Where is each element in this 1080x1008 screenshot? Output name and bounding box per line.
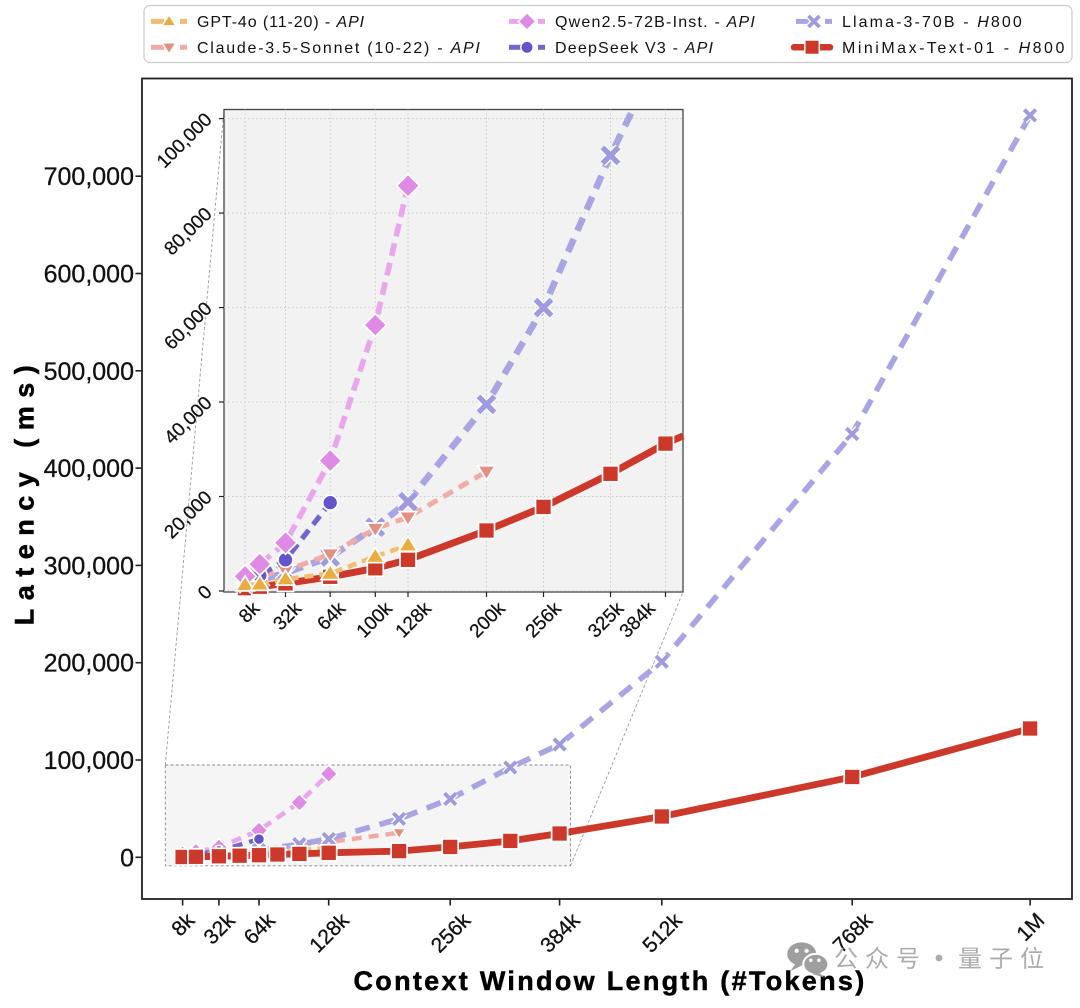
svg-text:Llama-3-70B - H800: Llama-3-70B - H800 bbox=[842, 14, 1024, 31]
svg-text:0: 0 bbox=[120, 844, 134, 872]
svg-text:100,000: 100,000 bbox=[44, 747, 134, 775]
svg-text:Qwen2.5-72B-Inst. - API: Qwen2.5-72B-Inst. - API bbox=[555, 14, 756, 31]
svg-text:GPT-4o (11-20) - API: GPT-4o (11-20) - API bbox=[197, 14, 365, 31]
svg-text:Latency (ms): Latency (ms) bbox=[9, 357, 39, 626]
svg-text:500,000: 500,000 bbox=[44, 358, 134, 386]
svg-text:Context Window Length (#Tokens: Context Window Length (#Tokens) bbox=[353, 966, 866, 996]
svg-text:300,000: 300,000 bbox=[44, 552, 134, 580]
svg-text:DeepSeek V3 - API: DeepSeek V3 - API bbox=[555, 40, 714, 57]
svg-text:Claude-3.5-Sonnet (10-22) - AP: Claude-3.5-Sonnet (10-22) - API bbox=[197, 40, 482, 57]
svg-text:200,000: 200,000 bbox=[44, 650, 134, 678]
svg-text:600,000: 600,000 bbox=[44, 261, 134, 289]
svg-text:MiniMax-Text-01 - H800: MiniMax-Text-01 - H800 bbox=[842, 40, 1067, 57]
svg-text:400,000: 400,000 bbox=[44, 455, 134, 483]
svg-text:700,000: 700,000 bbox=[44, 163, 134, 191]
